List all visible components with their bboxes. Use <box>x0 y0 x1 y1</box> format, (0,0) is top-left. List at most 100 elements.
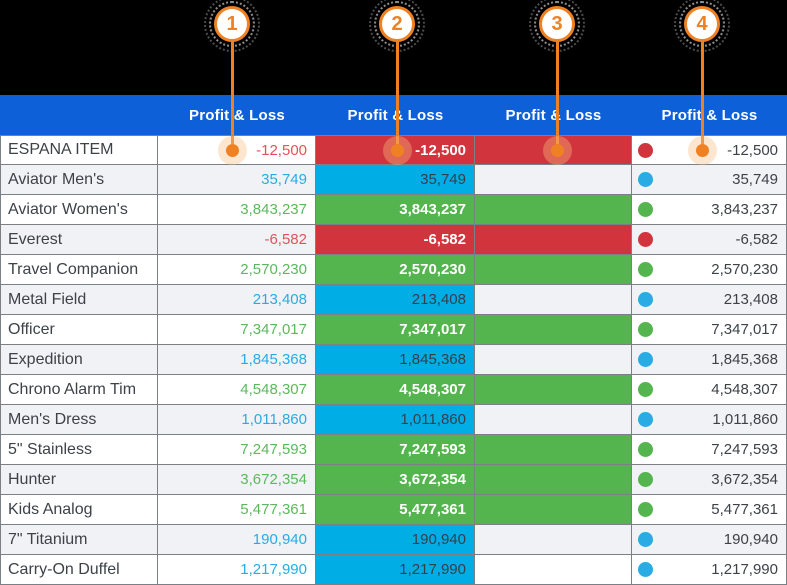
cell-fill-value: 2,570,230 <box>316 255 475 285</box>
table-row[interactable]: Carry-On Duffel 1,217,990 1,217,990 1,217,9… <box>0 555 787 585</box>
cell-dot-value: 1,845,368 <box>632 345 787 375</box>
table-row[interactable]: Metal Field 213,408 213,408 213,408 <box>0 285 787 315</box>
dot-cell-value: 1,011,860 <box>712 411 778 428</box>
dot-cell-value: 5,477,361 <box>711 501 778 518</box>
dot-cell-value: 1,217,990 <box>711 561 778 578</box>
cell-fill-only <box>475 555 632 585</box>
top-black-bar <box>0 0 787 95</box>
header-cell-row-labels <box>0 95 158 135</box>
dot-cell-value: 2,570,230 <box>711 261 778 278</box>
table-row[interactable]: Aviator Men's 35,749 35,749 35,749 <box>0 165 787 195</box>
table-row[interactable]: 5" Stainless 7,247,593 7,247,593 7,247,593 <box>0 435 787 465</box>
header-cell-profit-loss-4[interactable]: Profit & Loss <box>661 106 758 124</box>
dot-cell-value: 213,408 <box>723 291 778 308</box>
dot-cell-value: -6,582 <box>735 231 778 248</box>
cell-fill-value: 213,408 <box>316 285 475 315</box>
cell-font-color-value: 1,011,860 <box>158 405 316 435</box>
table-row[interactable]: Chrono Alarm Tim 4,548,307 4,548,307 4,548,… <box>0 375 787 405</box>
cell-dot-value: 2,570,230 <box>632 255 787 285</box>
cell-font-color-value: 4,548,307 <box>158 375 316 405</box>
cell-fill-value: 7,347,017 <box>316 315 475 345</box>
status-dot-icon <box>638 322 653 337</box>
status-dot-icon <box>638 382 653 397</box>
cell-fill-value: 3,843,237 <box>316 195 475 225</box>
header-cell-profit-loss-2[interactable]: Profit & Loss <box>347 106 444 124</box>
cell-font-color-value: -12,500 <box>158 135 316 165</box>
status-dot-icon <box>638 202 653 217</box>
table-row[interactable]: Hunter 3,672,354 3,672,354 3,672,354 <box>0 465 787 495</box>
status-dot-icon <box>638 502 653 517</box>
header-cell-profit-loss-3[interactable]: Profit & Loss <box>505 106 602 124</box>
status-dot-icon <box>638 412 653 427</box>
header-cell-profit-loss-1[interactable]: Profit & Loss <box>189 106 285 124</box>
cell-dot-value: 5,477,361 <box>632 495 787 525</box>
cell-dot-value: 3,843,237 <box>632 195 787 225</box>
cell-dot-value: 4,548,307 <box>632 375 787 405</box>
cell-dot-value: 190,940 <box>632 525 787 555</box>
cell-font-color-value: 3,843,237 <box>158 195 316 225</box>
row-label: Aviator Women's <box>0 195 158 225</box>
table-row[interactable]: Kids Analog 5,477,361 5,477,361 5,477,361 <box>0 495 787 525</box>
cell-fill-value: 1,845,368 <box>316 345 475 375</box>
status-dot-icon <box>638 472 653 487</box>
row-label: 5" Stainless <box>0 435 158 465</box>
cell-dot-value: 213,408 <box>632 285 787 315</box>
cell-fill-value: 1,217,990 <box>316 555 475 585</box>
row-label: Chrono Alarm Tim <box>0 375 158 405</box>
row-label: Metal Field <box>0 285 158 315</box>
row-label: Officer <box>0 315 158 345</box>
row-label: 7" Titanium <box>0 525 158 555</box>
cell-fill-only <box>475 285 632 315</box>
cell-fill-value: 1,011,860 <box>316 405 475 435</box>
cell-fill-only <box>475 435 632 465</box>
table-row[interactable]: 7" Titanium 190,940 190,940 190,940 <box>0 525 787 555</box>
cell-fill-only <box>475 165 632 195</box>
dot-cell-value: 7,347,017 <box>711 321 778 338</box>
row-label: Men's Dress <box>0 405 158 435</box>
dot-cell-value: -12,500 <box>727 141 778 159</box>
table-row[interactable]: ESPANA ITEM -12,500 -12,500 -12,500 <box>0 135 787 165</box>
row-label: Hunter <box>0 465 158 495</box>
cell-fill-only <box>475 195 632 225</box>
cell-fill-value: 35,749 <box>316 165 475 195</box>
status-dot-icon <box>638 142 653 158</box>
cell-fill-only <box>475 525 632 555</box>
cell-dot-value: 1,217,990 <box>632 555 787 585</box>
cell-fill-only <box>475 405 632 435</box>
status-dot-icon <box>638 442 653 457</box>
status-dot-icon <box>638 562 653 577</box>
row-label: ESPANA ITEM <box>0 135 158 165</box>
row-label: Carry-On Duffel <box>0 555 158 585</box>
table-body: ESPANA ITEM -12,500 -12,500 -12,500 Aviator … <box>0 135 787 585</box>
status-dot-icon <box>638 172 653 187</box>
row-label: Everest <box>0 225 158 255</box>
cell-fill-only <box>475 225 632 255</box>
table-row[interactable]: Travel Companion 2,570,230 2,570,230 2,570,… <box>0 255 787 285</box>
row-label: Travel Companion <box>0 255 158 285</box>
table-row[interactable]: Officer 7,347,017 7,347,017 7,347,017 <box>0 315 787 345</box>
cell-font-color-value: 35,749 <box>158 165 316 195</box>
table-row[interactable]: Expedition 1,845,368 1,845,368 1,845,368 <box>0 345 787 375</box>
status-dot-icon <box>638 352 653 367</box>
cell-fill-value: 190,940 <box>316 525 475 555</box>
table-row[interactable]: Men's Dress 1,011,860 1,011,860 1,011,860 <box>0 405 787 435</box>
table-row[interactable]: Aviator Women's 3,843,237 3,843,237 3,843,2… <box>0 195 787 225</box>
table-row[interactable]: Everest -6,582 -6,582 -6,582 <box>0 225 787 255</box>
cell-dot-value: 35,749 <box>632 165 787 195</box>
cell-fill-only <box>475 495 632 525</box>
dot-cell-value: 1,845,368 <box>711 351 778 368</box>
dot-cell-value: 7,247,593 <box>711 441 778 458</box>
status-dot-icon <box>638 232 653 247</box>
cell-fill-only <box>475 345 632 375</box>
dot-cell-value: 3,843,237 <box>711 201 778 218</box>
cell-dot-value: 7,347,017 <box>632 315 787 345</box>
cell-font-color-value: 213,408 <box>158 285 316 315</box>
data-grid: Profit & Loss Profit & Loss Profit & Los… <box>0 95 787 585</box>
status-dot-icon <box>638 292 653 307</box>
cell-fill-value: 3,672,354 <box>316 465 475 495</box>
cell-fill-value: -12,500 <box>316 135 475 165</box>
cell-font-color-value: 1,217,990 <box>158 555 316 585</box>
cell-font-color-value: 7,347,017 <box>158 315 316 345</box>
cell-font-color-value: 3,672,354 <box>158 465 316 495</box>
